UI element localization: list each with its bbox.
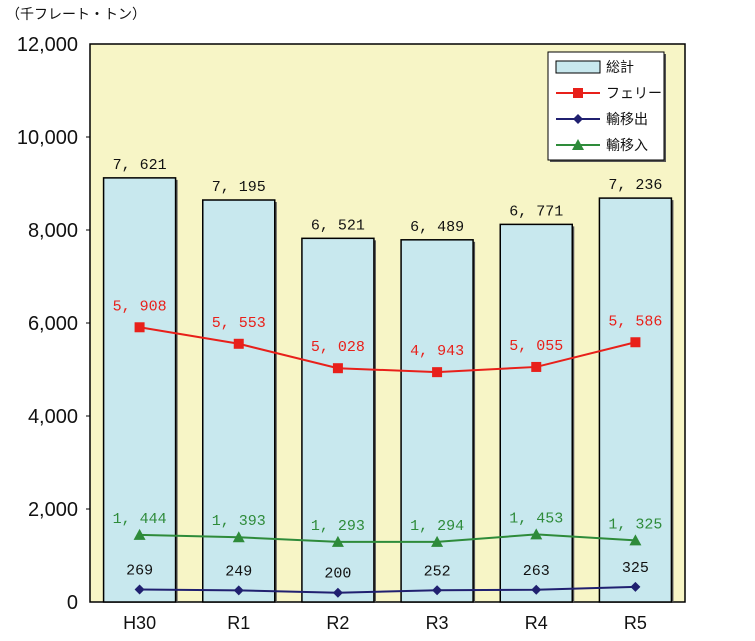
point-export: [531, 584, 542, 595]
x-tick-label: R1: [227, 613, 250, 633]
bar-total: [301, 237, 375, 603]
point-import: [431, 535, 444, 547]
x-tick-label: H30: [123, 613, 156, 633]
line-data-label: 1, 444: [113, 511, 167, 528]
line-data-label: 5, 028: [311, 339, 365, 356]
legend-swatch-total: [555, 60, 601, 74]
legend-entry: 総計: [606, 60, 634, 76]
bar-data-label: 7, 195: [212, 179, 266, 196]
line-data-label: 1, 393: [212, 513, 266, 530]
point-import: [629, 534, 642, 546]
y-tick-label: 2,000: [28, 499, 78, 521]
point-import: [232, 531, 245, 543]
point-export: [332, 587, 343, 598]
y-tick-label: 6,000: [28, 313, 78, 335]
x-tick-label: R2: [326, 613, 349, 633]
x-tick-label: R3: [426, 613, 449, 633]
line-data-label: 263: [523, 563, 550, 580]
line-data-label: 5, 553: [212, 315, 266, 332]
y-tick-label: 12,000: [17, 34, 78, 56]
bar-data-label: 6, 489: [410, 219, 464, 236]
point-export: [630, 581, 641, 592]
line-data-label: 269: [126, 562, 153, 579]
bar-total: [499, 223, 573, 603]
point-import: [530, 528, 543, 540]
unit-label: （千フレート・トン）: [6, 7, 146, 23]
line-data-label: 200: [324, 566, 351, 583]
legend-entry: 輸移出: [606, 112, 648, 128]
bar-data-label: 6, 521: [311, 217, 365, 234]
legend-marker: [573, 88, 583, 98]
point-import: [331, 535, 344, 547]
series-line-輸移入: [139, 533, 636, 543]
line-data-label: 1, 293: [311, 518, 365, 535]
line-data-label: 249: [225, 563, 252, 580]
line-data-label: 1, 453: [509, 510, 563, 527]
line-data-label: 1, 294: [410, 518, 464, 535]
line-data-label: 252: [424, 563, 451, 580]
point-ferry: [233, 338, 244, 349]
y-tick-label: 0: [67, 592, 78, 614]
y-tick-label: 4,000: [28, 406, 78, 428]
series-line-フェリー: [139, 326, 636, 374]
legend-entry: 輸移入: [606, 138, 648, 154]
point-ferry: [134, 322, 145, 333]
point-export: [432, 585, 443, 596]
bar-total: [400, 239, 474, 603]
legend-marker: [573, 114, 583, 124]
x-tick-label: R5: [624, 613, 647, 633]
x-tick-label: R4: [525, 613, 548, 633]
point-import: [133, 528, 146, 540]
line-data-label: 325: [622, 560, 649, 577]
point-ferry: [630, 337, 641, 348]
series-line-輸移出: [139, 585, 636, 594]
point-ferry: [332, 363, 343, 374]
line-data-label: 1, 325: [608, 516, 662, 533]
y-tick-label: 8,000: [28, 220, 78, 242]
bar-data-label: 7, 236: [608, 177, 662, 194]
line-data-label: 5, 908: [113, 298, 167, 315]
point-export: [134, 584, 145, 595]
point-ferry: [432, 367, 443, 378]
bar-data-label: 6, 771: [509, 203, 563, 220]
line-data-label: 5, 586: [608, 313, 662, 330]
line-data-label: 4, 943: [410, 343, 464, 360]
legend-marker: [572, 139, 584, 150]
point-export: [233, 585, 244, 596]
line-data-label: 5, 055: [509, 338, 563, 355]
point-ferry: [531, 361, 542, 372]
legend-entry: フェリー: [606, 86, 662, 102]
bar-data-label: 7, 621: [113, 157, 167, 174]
y-tick-label: 10,000: [17, 127, 78, 149]
